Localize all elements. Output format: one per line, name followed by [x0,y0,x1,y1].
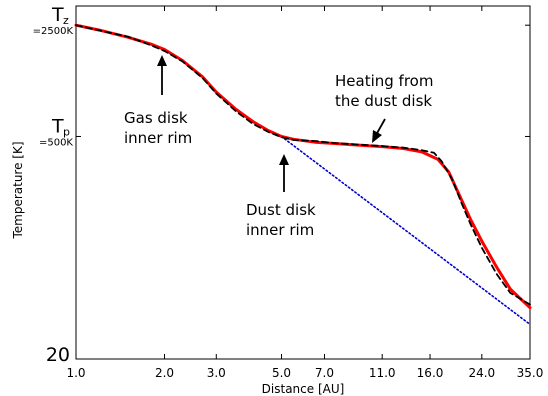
x-tick-label: 2.0 [155,366,174,380]
x-tick-label: 5.0 [272,366,291,380]
x-tick-label: 16.0 [417,366,444,380]
x-axis-label: Distance [AU] [262,382,345,396]
y-tick-label-symbol: T [51,115,64,137]
x-axis-ticks: 1.0 2.0 3.0 5.0 7.0 11.0 16.0 24.0 35.0 [66,6,543,380]
annotation-dust-disk-line1: Dust disk [246,201,316,219]
annotation-dust-disk-line2: inner rim [246,221,314,239]
x-tick-label: 11.0 [369,366,396,380]
y-tick-label-value: =500K [39,137,73,148]
annotation-heating-line2: the dust disk [335,92,432,110]
annotation-gas-disk-arrowhead [157,55,167,66]
x-tick-label: 24.0 [468,366,495,380]
annotation-gas-disk-line2: inner rim [124,129,192,147]
y-tick-label-subscript: z [63,14,69,27]
series-line-dotted [280,135,531,326]
series-layer [74,23,532,326]
annotation-heating: Heating from the dust disk [335,72,433,143]
series-line-dashed [75,24,531,306]
annotation-heating-line1: Heating from [335,72,433,90]
x-tick-label: 35.0 [517,366,544,380]
series-line-solid [74,23,532,310]
annotation-dust-disk: Dust disk inner rim [246,154,316,239]
x-tick-label: 7.0 [315,366,334,380]
y-axis-label: Temperature [K] [11,141,25,239]
y-tick-label-subscript: p [63,125,70,138]
annotation-heating-arrowhead [372,130,382,143]
plot-frame [75,5,531,360]
annotation-gas-disk-line1: Gas disk [124,109,188,127]
annotation-heating-arrow [375,118,386,136]
annotation-dust-disk-arrowhead [279,154,289,165]
x-tick-label: 1.0 [66,366,85,380]
y-tick-label-value: =2500K [33,26,74,37]
x-tick-label: 3.0 [207,366,226,380]
annotation-gas-disk: Gas disk inner rim [124,55,192,147]
y-tick-label: 20 [46,344,70,366]
y-tick-label-symbol: T [51,4,64,26]
